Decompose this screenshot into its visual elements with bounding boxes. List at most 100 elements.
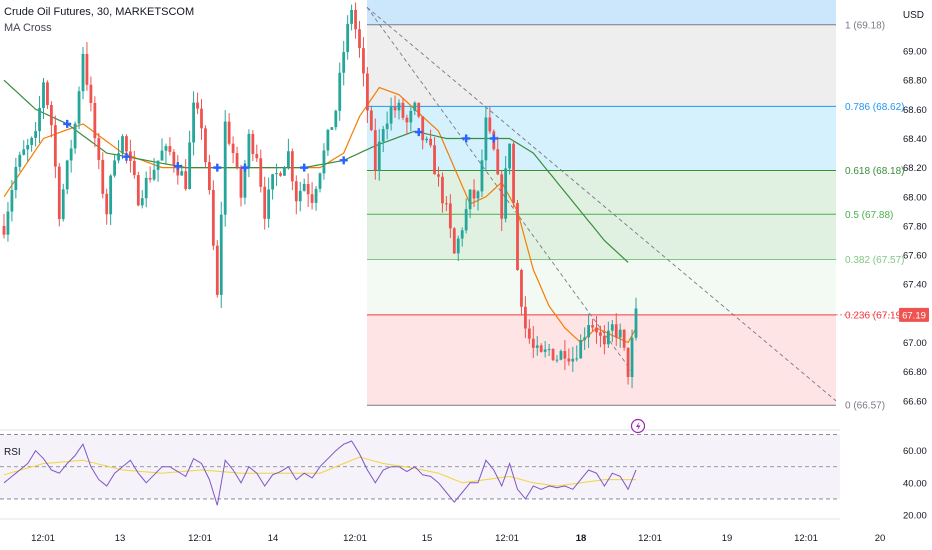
candle (208, 154, 211, 195)
ma-cross-marker (63, 119, 72, 128)
candle (389, 97, 393, 131)
candle (468, 188, 472, 219)
candle (219, 201, 223, 308)
candle (626, 347, 630, 385)
moving-averages (3, 79, 637, 344)
time-axis-label: 14 (268, 533, 279, 544)
fibonacci-retracement[interactable]: 1 (69.18) 0.786 (68.62) 0.618 (68.18) 0.5 (… (367, 0, 905, 412)
ma-slow-line (3, 79, 629, 263)
candle (362, 37, 365, 87)
candle (575, 345, 579, 362)
candle-body (575, 358, 579, 360)
candle (2, 213, 6, 239)
candle-body (200, 108, 203, 129)
rsi-title: RSI (4, 447, 21, 458)
candle (342, 40, 346, 86)
currency-label[interactable]: USD (902, 10, 924, 21)
candle-body (259, 158, 263, 187)
candle-body (405, 117, 409, 123)
candle-body (227, 121, 231, 144)
candle (306, 173, 310, 207)
candle-body (176, 165, 180, 176)
time-axis-label: 12:01 (794, 533, 818, 544)
time-axis-label: 12:01 (31, 533, 55, 544)
candles[interactable] (2, 2, 638, 389)
candle (437, 166, 440, 187)
candle (168, 137, 172, 156)
candle-body (500, 174, 504, 219)
candle-body (208, 162, 211, 191)
candle (346, 15, 350, 60)
fib-level-label: 0.382 (67.57) (845, 255, 905, 266)
indicator-label[interactable]: MA Cross (4, 22, 52, 34)
candle-body (69, 148, 73, 161)
candle-body (516, 203, 519, 270)
candle (26, 138, 30, 162)
candle-body (326, 129, 330, 151)
candle-body (452, 228, 456, 254)
candle (259, 149, 263, 193)
candle (429, 129, 432, 148)
candle (22, 140, 26, 156)
candle-body (547, 349, 551, 351)
candle (504, 155, 508, 223)
time-axis-label: 12:01 (343, 533, 367, 544)
ma-cross-marker (300, 163, 309, 172)
candle-body (164, 146, 168, 151)
candle (247, 129, 251, 178)
candle-body (302, 184, 306, 191)
candle (618, 323, 622, 348)
candle-body (496, 149, 500, 175)
candle-body (425, 138, 429, 141)
candle (527, 319, 531, 344)
candle-body (235, 153, 239, 168)
candle (373, 118, 377, 180)
candle-body (211, 190, 215, 246)
ma-fast-line (3, 86, 637, 344)
trend-lines[interactable] (366, 6, 837, 402)
candle-body (152, 169, 156, 180)
candle (551, 348, 555, 362)
price-axis-label: 68.20 (903, 163, 927, 174)
rsi-pane[interactable]: RSI (3, 440, 637, 506)
candle (263, 176, 267, 230)
candle (160, 138, 164, 161)
candle (350, 4, 353, 31)
candle (460, 227, 464, 247)
candle-body (551, 349, 555, 361)
candle (595, 315, 598, 344)
candle (535, 336, 539, 356)
candle-body (397, 102, 401, 111)
candle (255, 144, 259, 163)
last-price-badge (899, 307, 929, 322)
candle-body (350, 9, 353, 24)
candle-body (30, 137, 34, 145)
candle (105, 188, 109, 225)
candle-body (591, 325, 594, 328)
candle-body (456, 238, 460, 254)
candle-body (196, 102, 199, 109)
candle (524, 296, 527, 339)
candle-body (231, 143, 235, 154)
candle-body (140, 198, 144, 206)
candle (65, 159, 69, 195)
fib-level-label: 0.5 (67.88) (845, 210, 893, 221)
candle-body (559, 351, 563, 360)
candle (57, 163, 61, 227)
candle (441, 172, 444, 213)
candle-body (346, 23, 350, 53)
candle-body (298, 190, 302, 202)
candle (298, 182, 302, 212)
candle (610, 320, 614, 343)
candle-body (136, 175, 140, 206)
candle (433, 137, 436, 175)
fib-zone (367, 259, 836, 315)
candle-body (89, 84, 93, 103)
candle-body (441, 176, 444, 204)
candle-body (38, 107, 41, 132)
candle-body (504, 168, 508, 219)
candle-body (484, 117, 488, 161)
candle (46, 80, 49, 109)
candle-body (105, 193, 109, 215)
